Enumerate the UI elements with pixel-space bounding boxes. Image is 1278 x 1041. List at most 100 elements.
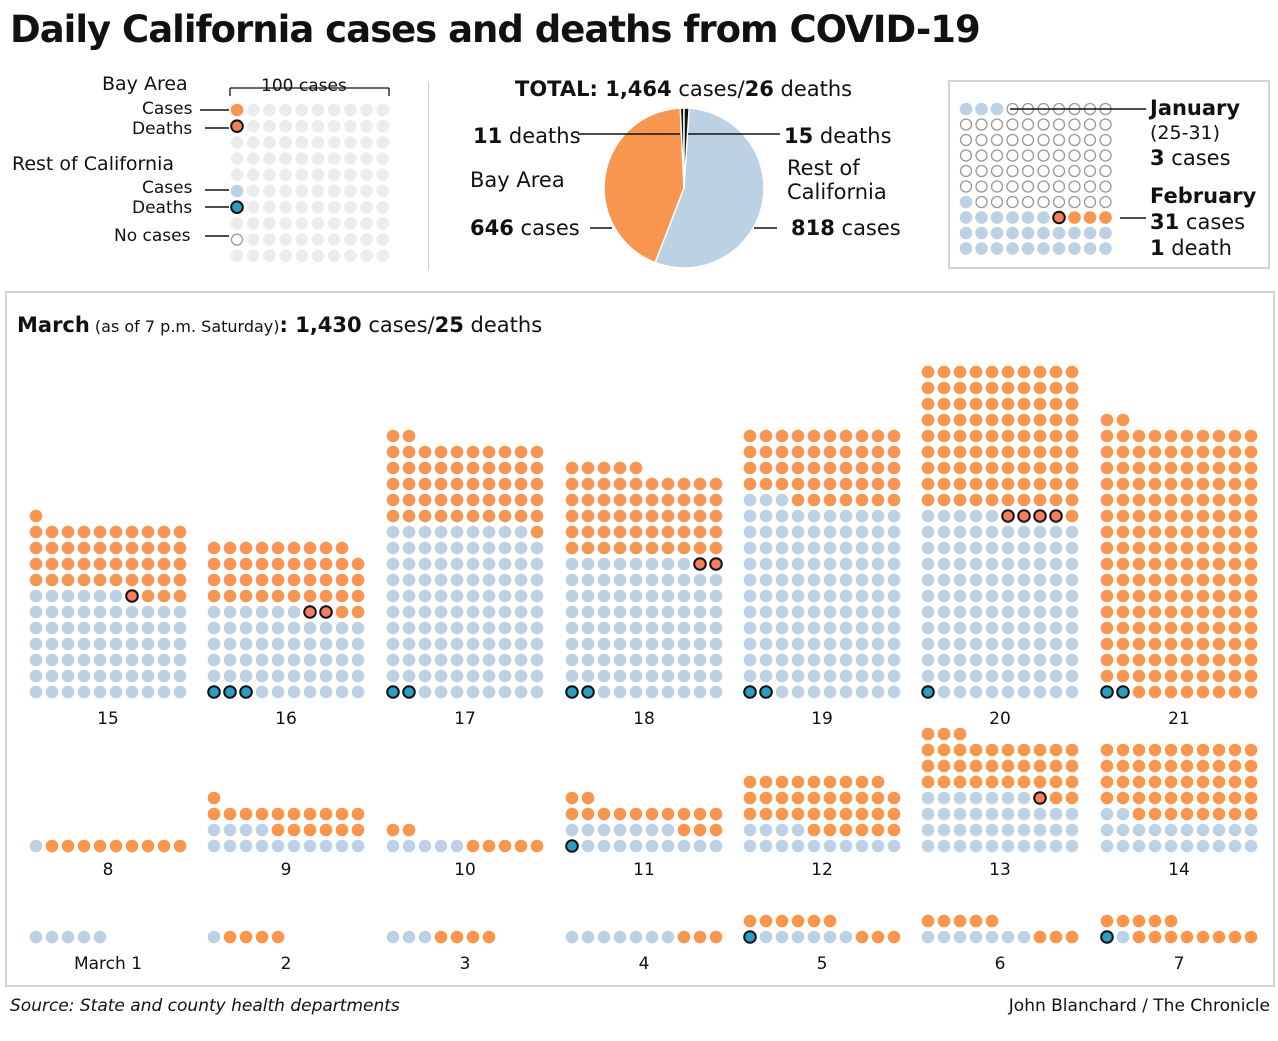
march-case-dot xyxy=(613,621,627,635)
march-case-dot xyxy=(887,791,901,805)
march-case-dot xyxy=(1049,573,1063,587)
march-case-dot xyxy=(173,637,187,651)
march-case-dot xyxy=(255,557,269,571)
pie-total: TOTAL: 1,464 cases/26 deaths xyxy=(515,77,852,101)
march-case-dot xyxy=(855,461,869,475)
march-case-dot xyxy=(61,653,75,667)
march-case-dot xyxy=(287,669,301,683)
march-case-dot xyxy=(791,429,805,443)
march-case-dot xyxy=(61,605,75,619)
march-case-dot xyxy=(1065,525,1079,539)
march-case-dot xyxy=(77,525,91,539)
march-case-dot xyxy=(125,839,139,853)
march-case-dot xyxy=(173,589,187,603)
march-case-dot xyxy=(937,525,951,539)
march-case-dot xyxy=(1244,493,1258,507)
march-case-dot xyxy=(61,557,75,571)
march-case-dot xyxy=(1001,759,1015,773)
march-case-dot xyxy=(45,637,59,651)
march-death-dot xyxy=(565,839,579,853)
march-case-dot xyxy=(434,653,448,667)
march-case-dot xyxy=(759,573,773,587)
march-case-dot xyxy=(61,930,75,944)
march-case-dot xyxy=(953,589,967,603)
march-case-dot xyxy=(1228,759,1242,773)
janfeb-grid-dot xyxy=(959,242,973,255)
march-case-dot xyxy=(1100,557,1114,571)
march-case-dot xyxy=(207,637,221,651)
march-case-dot xyxy=(386,637,400,651)
march-case-dot xyxy=(514,461,528,475)
march-case-dot xyxy=(937,381,951,395)
march-case-dot xyxy=(319,685,333,699)
march-case-dot xyxy=(661,669,675,683)
march-case-dot xyxy=(255,839,269,853)
march-case-dot xyxy=(1033,823,1047,837)
march-case-dot xyxy=(1148,557,1162,571)
legend-grid-dot xyxy=(246,168,260,182)
march-case-dot xyxy=(1244,509,1258,523)
march-case-dot xyxy=(1148,541,1162,555)
march-case-dot xyxy=(466,605,480,619)
march-case-dot xyxy=(93,621,107,635)
march-case-dot xyxy=(1228,589,1242,603)
feb-cases-num: 31 xyxy=(1150,210,1180,234)
march-case-dot xyxy=(271,621,285,635)
march-case-dot xyxy=(985,621,999,635)
march-case-dot xyxy=(969,775,983,789)
march-case-dot xyxy=(743,429,757,443)
march-case-dot xyxy=(141,621,155,635)
march-case-dot xyxy=(839,669,853,683)
march-case-dot xyxy=(921,775,935,789)
march-case-dot xyxy=(514,573,528,587)
march-case-dot xyxy=(565,653,579,667)
march-case-dot xyxy=(1132,685,1146,699)
march-case-dot xyxy=(921,413,935,427)
march-case-dot xyxy=(173,557,187,571)
march-case-dot xyxy=(743,914,757,928)
march-case-dot xyxy=(1116,429,1130,443)
march-case-dot xyxy=(613,509,627,523)
march-case-dot xyxy=(1065,397,1079,411)
march-case-dot xyxy=(207,605,221,619)
march-case-dot xyxy=(93,685,107,699)
day-label: 11 xyxy=(633,860,655,880)
march-case-dot xyxy=(450,525,464,539)
march-case-dot xyxy=(1132,621,1146,635)
march-case-dot xyxy=(386,621,400,635)
march-case-dot xyxy=(1132,791,1146,805)
march-case-dot xyxy=(921,823,935,837)
march-case-dot xyxy=(581,541,595,555)
march-case-dot xyxy=(530,461,544,475)
march-case-dot xyxy=(482,541,496,555)
march-case-dot xyxy=(1049,541,1063,555)
march-case-dot xyxy=(823,605,837,619)
march-case-dot xyxy=(823,493,837,507)
march-case-dot xyxy=(1164,557,1178,571)
march-case-dot xyxy=(434,930,448,944)
march-case-dot xyxy=(921,807,935,821)
march-case-dot xyxy=(1228,775,1242,789)
march-case-dot xyxy=(581,839,595,853)
march-case-dot xyxy=(839,930,853,944)
march-case-dot xyxy=(629,557,643,571)
legend-grid-dot xyxy=(279,217,292,230)
march-case-dot xyxy=(921,541,935,555)
march-case-dot xyxy=(953,477,967,491)
march-case-dot xyxy=(581,621,595,635)
march-case-dot xyxy=(693,621,707,635)
march-case-dot xyxy=(239,589,253,603)
march-case-dot xyxy=(514,685,528,699)
march-case-dot xyxy=(871,573,885,587)
march-case-dot xyxy=(1100,775,1114,789)
march-case-dot xyxy=(1148,429,1162,443)
march-case-dot xyxy=(1180,823,1194,837)
march-case-dot xyxy=(319,573,333,587)
march-case-dot xyxy=(1228,930,1242,944)
march-case-dot xyxy=(1244,557,1258,571)
march-case-dot xyxy=(823,477,837,491)
janfeb-grid-dot xyxy=(1021,226,1035,240)
march-case-dot xyxy=(839,509,853,523)
march-case-dot xyxy=(29,653,43,667)
march-case-dot xyxy=(239,557,253,571)
